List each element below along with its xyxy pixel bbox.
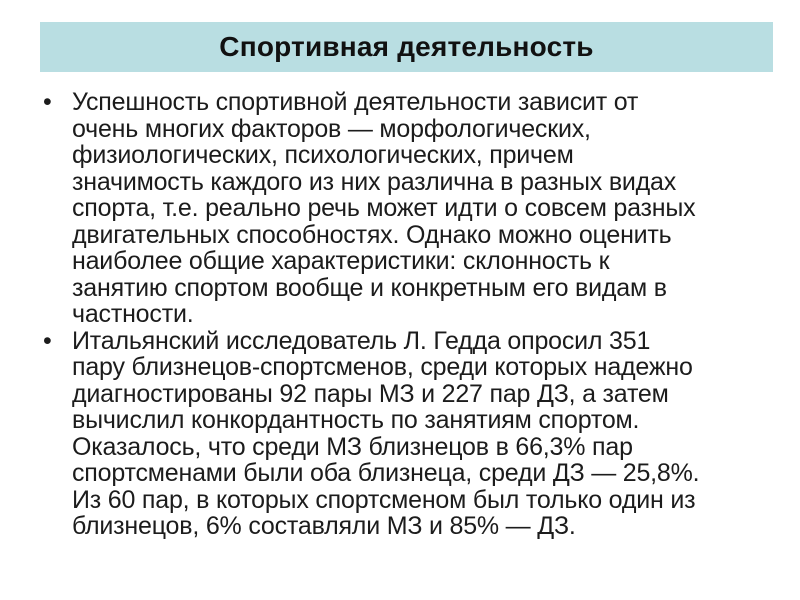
slide-body: • Успешность спортивной деятельности зав…: [40, 89, 780, 540]
title-banner: Спортивная деятельность: [40, 22, 773, 72]
slide-title: Спортивная деятельность: [219, 31, 594, 62]
bullet-icon: •: [43, 326, 52, 355]
bullet-item: • Успешность спортивной деятельности зав…: [40, 89, 780, 328]
bullet-text-sports-success: Успешность спортивной деятельности завис…: [72, 88, 696, 328]
bullet-item: • Итальянский исследователь Л. Гедда опр…: [40, 326, 780, 540]
bullet-text-gedda-study: Итальянский исследователь Л. Гедда опрос…: [72, 326, 700, 540]
bullet-icon: •: [43, 88, 52, 116]
